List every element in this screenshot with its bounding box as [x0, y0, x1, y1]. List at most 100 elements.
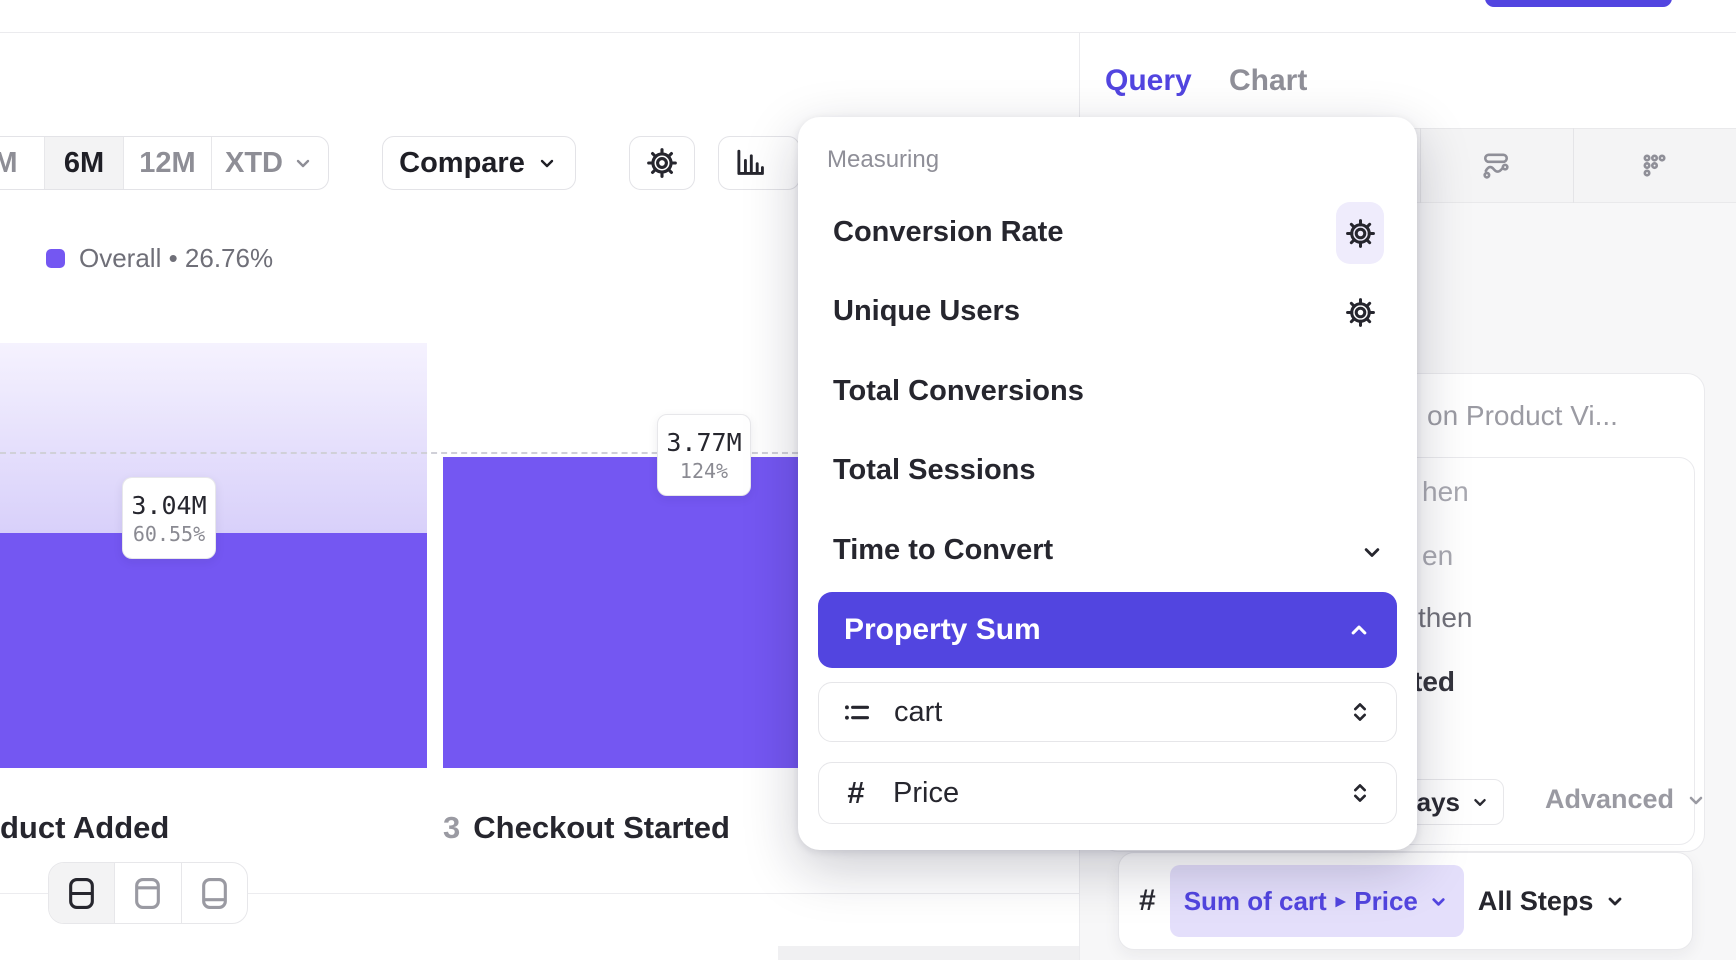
legend: Overall • 26.76%	[46, 243, 273, 274]
advanced-label: Advanced	[1545, 784, 1675, 814]
breakdown-dots-button[interactable]	[1639, 150, 1669, 180]
step-fragment: en	[1422, 540, 1454, 571]
menu-item-time-to-convert[interactable]: Time to Convert	[833, 534, 1054, 566]
gear-icon	[1345, 218, 1375, 248]
bar1-value-card: 3.04M 60.55%	[122, 477, 216, 559]
up-down-caret-icon	[1353, 703, 1367, 721]
conversion-window-label: lays	[1409, 786, 1460, 817]
numeric-type-icon: #	[1139, 884, 1156, 917]
chart-footer-divider	[0, 893, 48, 894]
reference-dashed-line	[0, 452, 798, 454]
measuring-title: Measuring	[827, 146, 940, 173]
chevron-down-icon	[1609, 897, 1622, 906]
chip-property: Price	[1354, 885, 1418, 916]
step2-number: 3	[443, 810, 461, 845]
property-sum-label: Property Sum	[844, 613, 1041, 646]
advanced-button[interactable]: Advanced	[1545, 784, 1708, 815]
breadcrumb-arrow-icon: ▸	[1335, 890, 1346, 912]
step1-label: duct Added	[0, 810, 170, 845]
bar2-value: 3.77M	[666, 427, 742, 457]
list-icon	[845, 704, 870, 720]
chevron-up-icon	[1351, 625, 1367, 635]
bar2-value-card: 3.77M 124%	[657, 414, 751, 496]
bar1-value: 3.04M	[131, 490, 207, 520]
card-title: on Product Vi...	[1427, 400, 1618, 431]
chevron-down-icon	[296, 159, 310, 168]
time-range-6m-label: 6M	[63, 146, 105, 179]
chevron-down-icon	[540, 159, 554, 168]
up-down-caret-icon	[1353, 784, 1367, 802]
chevron-down-icon	[1432, 897, 1445, 906]
funnel-bar-product-added[interactable]	[0, 533, 427, 768]
layout-line-top-icon	[135, 877, 161, 909]
chip-prefix: Sum of cart	[1183, 885, 1327, 916]
hash-icon: #	[847, 775, 865, 810]
sum-of-property-chip[interactable]: Sum of cart ▸ Price	[1169, 865, 1464, 937]
time-range-12m[interactable]: 12M	[124, 137, 212, 189]
menu-item-total-sessions[interactable]: Total Sessions	[833, 454, 1036, 486]
layout-line-bottom-icon	[201, 877, 227, 909]
step-label-product-added: duct Added	[0, 810, 169, 846]
tab-chart[interactable]: Chart	[1229, 64, 1307, 98]
toolbar-divider	[1420, 128, 1421, 203]
all-steps-dropdown[interactable]: All Steps	[1478, 886, 1628, 917]
time-range-control: M 6M 12M XTD	[0, 136, 329, 190]
numeric-property-value: Price	[893, 776, 960, 809]
gear-icon	[647, 148, 677, 178]
layout-split-middle-button[interactable]	[49, 863, 116, 923]
legend-swatch	[46, 249, 65, 268]
property-event-select[interactable]: cart	[818, 682, 1397, 742]
tab-query-label: Query	[1105, 64, 1192, 97]
step2-label: Checkout Started	[473, 810, 730, 845]
all-steps-label: All Steps	[1477, 885, 1594, 916]
dots-grid-icon	[1643, 154, 1666, 177]
chart-footer-divider	[248, 893, 1079, 894]
compare-button[interactable]: Compare	[382, 136, 576, 190]
step-label-checkout-started: 3 Checkout Started	[443, 810, 730, 846]
chevron-down-icon	[1364, 548, 1380, 557]
time-to-convert-expand[interactable]	[1358, 538, 1386, 571]
time-range-m-label: M	[0, 147, 18, 180]
layout-line-top-button[interactable]	[115, 863, 182, 923]
toolbar-divider	[1573, 128, 1574, 203]
bar1-percent: 60.55%	[132, 521, 206, 546]
unique-users-settings-button[interactable]	[1336, 281, 1384, 343]
compare-label: Compare	[399, 146, 525, 179]
step-fragment: hen	[1422, 476, 1469, 507]
chevron-down-icon	[1689, 796, 1703, 804]
time-range-6m[interactable]: 6M	[45, 137, 124, 189]
flows-button[interactable]	[1481, 150, 1511, 180]
layout-line-bottom-button[interactable]	[182, 863, 247, 923]
numeric-property-select[interactable]: # Price	[818, 762, 1397, 824]
time-range-m[interactable]: M	[0, 137, 45, 189]
tab-query[interactable]: Query	[1105, 64, 1192, 98]
time-range-12m-label: 12M	[139, 146, 196, 179]
layout-split-middle-icon	[69, 877, 95, 909]
tab-chart-label: Chart	[1229, 64, 1308, 97]
bar-chart-icon	[737, 149, 764, 175]
property-event-value: cart	[894, 695, 943, 728]
bar-label-layout-toggle	[48, 862, 248, 924]
bar2-percent: 124%	[679, 458, 729, 483]
chevron-down-icon	[1474, 798, 1486, 806]
flows-icon	[1483, 153, 1509, 179]
menu-item-conversion-rate[interactable]: Conversion Rate	[833, 216, 1064, 248]
legend-text: Overall • 26.76%	[79, 243, 274, 273]
top-bar	[0, 0, 1736, 33]
step-fragment: ted	[1413, 666, 1455, 697]
menu-item-total-conversions[interactable]: Total Conversions	[833, 375, 1084, 407]
top-action-button[interactable]	[1485, 0, 1672, 7]
time-range-xtd-label: XTD	[225, 146, 283, 179]
conversion-rate-settings-button[interactable]	[1336, 202, 1384, 264]
funnel-bar-checkout-started[interactable]	[443, 457, 800, 768]
gear-icon	[1345, 297, 1375, 327]
chart-settings-button[interactable]	[629, 136, 695, 190]
measurement-row-card: # Sum of cart ▸ Price All Steps	[1118, 852, 1693, 950]
menu-item-property-sum-selected[interactable]: Property Sum	[818, 592, 1397, 668]
chart-type-button[interactable]	[718, 136, 800, 190]
step-fragment: then	[1418, 602, 1473, 633]
menu-item-unique-users[interactable]: Unique Users	[833, 295, 1020, 327]
table-header-sliver	[778, 946, 1079, 960]
time-range-xtd[interactable]: XTD	[212, 137, 328, 189]
